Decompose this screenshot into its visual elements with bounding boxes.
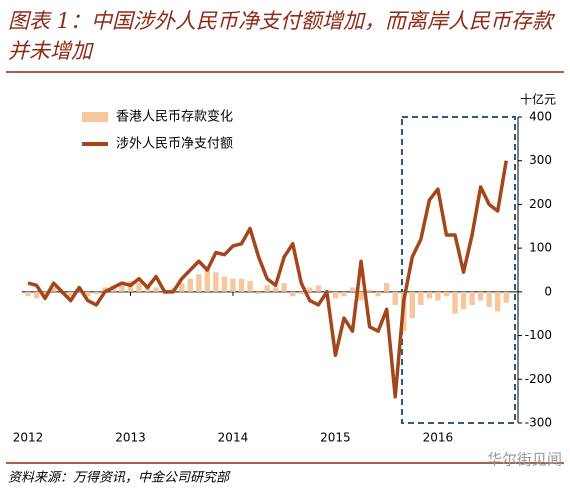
x-tick-label: 2015 [320, 431, 351, 445]
bar [349, 287, 356, 292]
chart-title: 图表 1：中国涉外人民币净支付额增加，而离岸人民币存款并未增加 [8, 9, 554, 63]
bar [85, 291, 91, 297]
bar [264, 285, 270, 292]
bar [221, 276, 228, 292]
bar [426, 291, 433, 299]
bar [392, 291, 398, 305]
bar [33, 291, 40, 299]
x-tick-label: 2012 [13, 431, 44, 445]
bar [503, 291, 509, 303]
bar [42, 291, 48, 295]
bar [469, 291, 475, 305]
y-tick-label: 100 [529, 241, 552, 255]
bar [196, 274, 202, 292]
bar [495, 291, 501, 312]
bar [409, 291, 415, 319]
bar [375, 291, 381, 297]
bar [290, 291, 296, 297]
bar [102, 287, 108, 292]
bar [460, 291, 467, 310]
bar [272, 287, 279, 292]
bar [477, 291, 484, 301]
legend-label: 涉外人民币净支付额 [116, 137, 233, 152]
bar [435, 291, 441, 301]
bar [247, 280, 253, 292]
x-tick-label: 2013 [115, 431, 146, 445]
bar [187, 278, 193, 292]
y-tick-label: 0 [544, 284, 552, 298]
y-tick-label: -300 [525, 416, 552, 430]
y-tick-label: -100 [525, 328, 552, 342]
bar [255, 291, 262, 295]
bar [418, 291, 424, 305]
legend-label: 香港人民币存款变化 [116, 109, 233, 125]
source-note: 资料来源：万得资讯，中金公司研究部 [8, 470, 231, 486]
bar [298, 291, 304, 295]
bar [25, 291, 31, 297]
bar [452, 291, 458, 314]
bar [383, 283, 390, 292]
y-tick-label: -200 [525, 372, 552, 386]
y-tick-label: 200 [529, 197, 552, 211]
bar [230, 278, 236, 292]
y-axis-unit: 十亿元 [520, 92, 556, 107]
bar [204, 270, 211, 292]
bar [443, 291, 450, 297]
bar [119, 283, 125, 292]
bar [68, 291, 74, 297]
x-tick-label: 2014 [218, 431, 249, 445]
bar [366, 289, 373, 292]
bar [179, 283, 185, 292]
bar [213, 272, 219, 292]
bar [358, 291, 364, 301]
bar [50, 287, 57, 292]
y-tick-label: 300 [529, 153, 552, 167]
bar [281, 283, 287, 292]
bar [307, 287, 313, 292]
x-tick-label: 2016 [423, 431, 454, 445]
bar [93, 291, 100, 295]
legend-swatch [82, 112, 108, 122]
highlight-box [401, 116, 516, 424]
y-tick-label: 400 [529, 110, 552, 124]
bar [341, 291, 347, 297]
bar [136, 283, 142, 292]
bar [76, 289, 82, 292]
bar [238, 278, 245, 292]
line [27, 160, 508, 399]
bar [315, 285, 322, 292]
bar [486, 291, 492, 308]
bar [153, 287, 159, 292]
watermark: 华尔街见闻 [487, 451, 562, 469]
bar [332, 291, 339, 299]
